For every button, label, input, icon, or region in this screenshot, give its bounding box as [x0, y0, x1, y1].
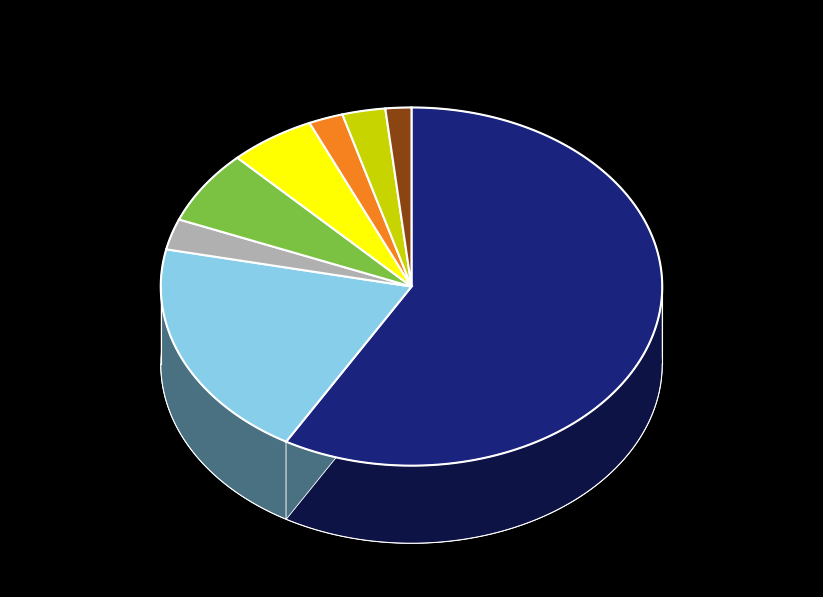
Polygon shape	[160, 278, 286, 519]
Polygon shape	[160, 185, 663, 543]
Polygon shape	[237, 123, 412, 287]
Polygon shape	[286, 279, 663, 543]
Polygon shape	[286, 287, 412, 519]
Polygon shape	[309, 115, 412, 287]
Polygon shape	[160, 250, 412, 442]
Polygon shape	[342, 109, 412, 287]
Polygon shape	[286, 107, 663, 466]
Polygon shape	[166, 220, 412, 287]
Polygon shape	[179, 158, 412, 287]
Polygon shape	[286, 287, 412, 519]
Polygon shape	[385, 107, 412, 287]
